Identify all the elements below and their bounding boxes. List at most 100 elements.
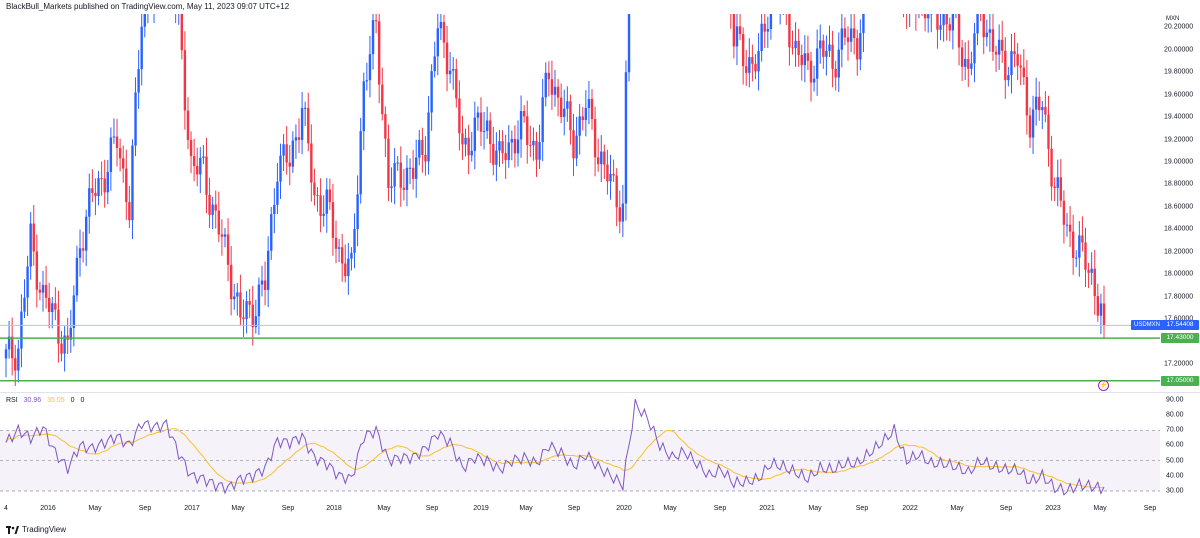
candle-body — [427, 112, 430, 162]
candle-body — [421, 139, 424, 155]
time-tick-label: Sep — [1143, 505, 1157, 512]
candle-body — [214, 204, 217, 211]
rsi-ma-line — [5, 428, 1105, 489]
price-pane[interactable] — [0, 14, 1160, 392]
candle-body — [745, 66, 748, 73]
candle-body — [186, 110, 190, 141]
candle-body — [482, 130, 486, 132]
candle-body — [229, 264, 233, 300]
candle-body — [538, 142, 541, 160]
price-tick-label: 18.00000 — [1164, 270, 1194, 278]
candle-body — [54, 303, 57, 310]
time-tick-label: Sep — [999, 505, 1013, 512]
candle-body — [319, 195, 322, 216]
candle-body — [461, 133, 464, 145]
candle-body — [109, 137, 113, 172]
candle-body — [254, 316, 258, 328]
tradingview-logo-icon — [6, 525, 19, 534]
candle-body — [245, 301, 248, 320]
time-tick-label: Sep — [425, 505, 439, 512]
candle-body — [788, 14, 791, 48]
candle-body — [285, 144, 288, 163]
candle-body — [359, 131, 362, 195]
candle-body — [445, 42, 449, 75]
candle-body — [347, 258, 350, 277]
candle-body — [282, 144, 285, 156]
time-axis[interactable]: 4 2016 May Sep 2017 May Sep 2018 May Sep 2019 May Se… — [0, 505, 1200, 517]
candle-body — [433, 56, 436, 72]
candle-body — [994, 51, 998, 55]
candle-body — [63, 335, 66, 354]
price-tick-label: 17.20000 — [1164, 360, 1194, 368]
rsi-tick-label: 60.00 — [1166, 441, 1184, 449]
candle-body — [381, 84, 384, 115]
candle-body — [1022, 67, 1026, 78]
candle-body — [1065, 224, 1069, 226]
candle-body — [1041, 107, 1044, 111]
candle-body — [134, 92, 137, 146]
rsi-pane[interactable] — [0, 394, 1160, 500]
candle-body — [140, 26, 143, 70]
candle-body — [297, 137, 301, 140]
rsi-legend[interactable]: RSI 30.96 35.05 0 0 — [6, 397, 88, 404]
candle-body — [411, 167, 415, 179]
candle-body — [840, 28, 844, 50]
candle-body — [939, 25, 942, 30]
candle-body — [1013, 51, 1016, 55]
candle-body — [38, 289, 42, 293]
candle-body — [624, 72, 628, 204]
candle-body — [815, 48, 819, 79]
time-tick-label: Sep — [138, 505, 152, 512]
price-tick-label: 17.60000 — [1164, 315, 1194, 323]
candle-body — [1075, 257, 1078, 259]
candle-body — [1093, 268, 1096, 297]
candle-body — [1102, 303, 1106, 326]
candle-body — [859, 33, 862, 60]
candle-body — [452, 69, 455, 71]
candle-body — [340, 247, 344, 264]
candle-body — [797, 40, 800, 55]
candle-body — [612, 173, 615, 176]
candle-body — [1078, 235, 1081, 258]
rsi-line — [5, 398, 1105, 496]
candle-body — [522, 111, 526, 117]
candle-body — [44, 284, 48, 298]
candle-body — [1016, 54, 1019, 66]
candle-body — [189, 140, 193, 157]
candle-body — [467, 137, 470, 156]
candle-body — [572, 130, 575, 159]
candle-body — [621, 203, 625, 222]
candle-body — [88, 188, 91, 217]
candle-body — [20, 311, 23, 349]
candle-body — [402, 187, 406, 190]
price-axis[interactable]: 20.20000 20.00000 19.80000 19.60000 19.40000… — [1160, 14, 1200, 392]
candle-body — [183, 50, 187, 111]
pane-separator[interactable] — [0, 392, 1200, 393]
candle-body — [10, 336, 14, 359]
candle-body — [84, 216, 88, 251]
current-price-tag: 17.54408 — [1161, 320, 1199, 331]
candle-body — [78, 248, 82, 258]
candle-body — [17, 348, 20, 371]
candle-body — [581, 116, 584, 120]
rsi-extra2: 0 — [80, 397, 85, 404]
candle-body — [384, 114, 387, 139]
rsi-axis[interactable]: 90.00 80.00 70.00 60.00 50.00 40.00 30.00 — [1160, 394, 1200, 500]
candle-body — [436, 28, 439, 57]
candle-body — [526, 116, 529, 145]
candle-body — [1087, 269, 1090, 273]
candle-body — [303, 107, 307, 109]
candle-body — [390, 186, 393, 188]
candle-body — [763, 23, 766, 32]
candle-body — [1062, 200, 1066, 225]
candle-body — [32, 223, 35, 252]
candle-body — [615, 175, 618, 208]
candle-body — [103, 178, 106, 193]
candle-body — [4, 349, 8, 359]
rsi-value: 30.96 — [23, 397, 42, 404]
alert-bolt-icon[interactable]: ⚡ — [1098, 380, 1109, 391]
candle-body — [248, 301, 251, 305]
candle-body — [825, 50, 828, 57]
price-tick-label: 19.20000 — [1164, 136, 1194, 144]
candle-body — [313, 182, 316, 196]
